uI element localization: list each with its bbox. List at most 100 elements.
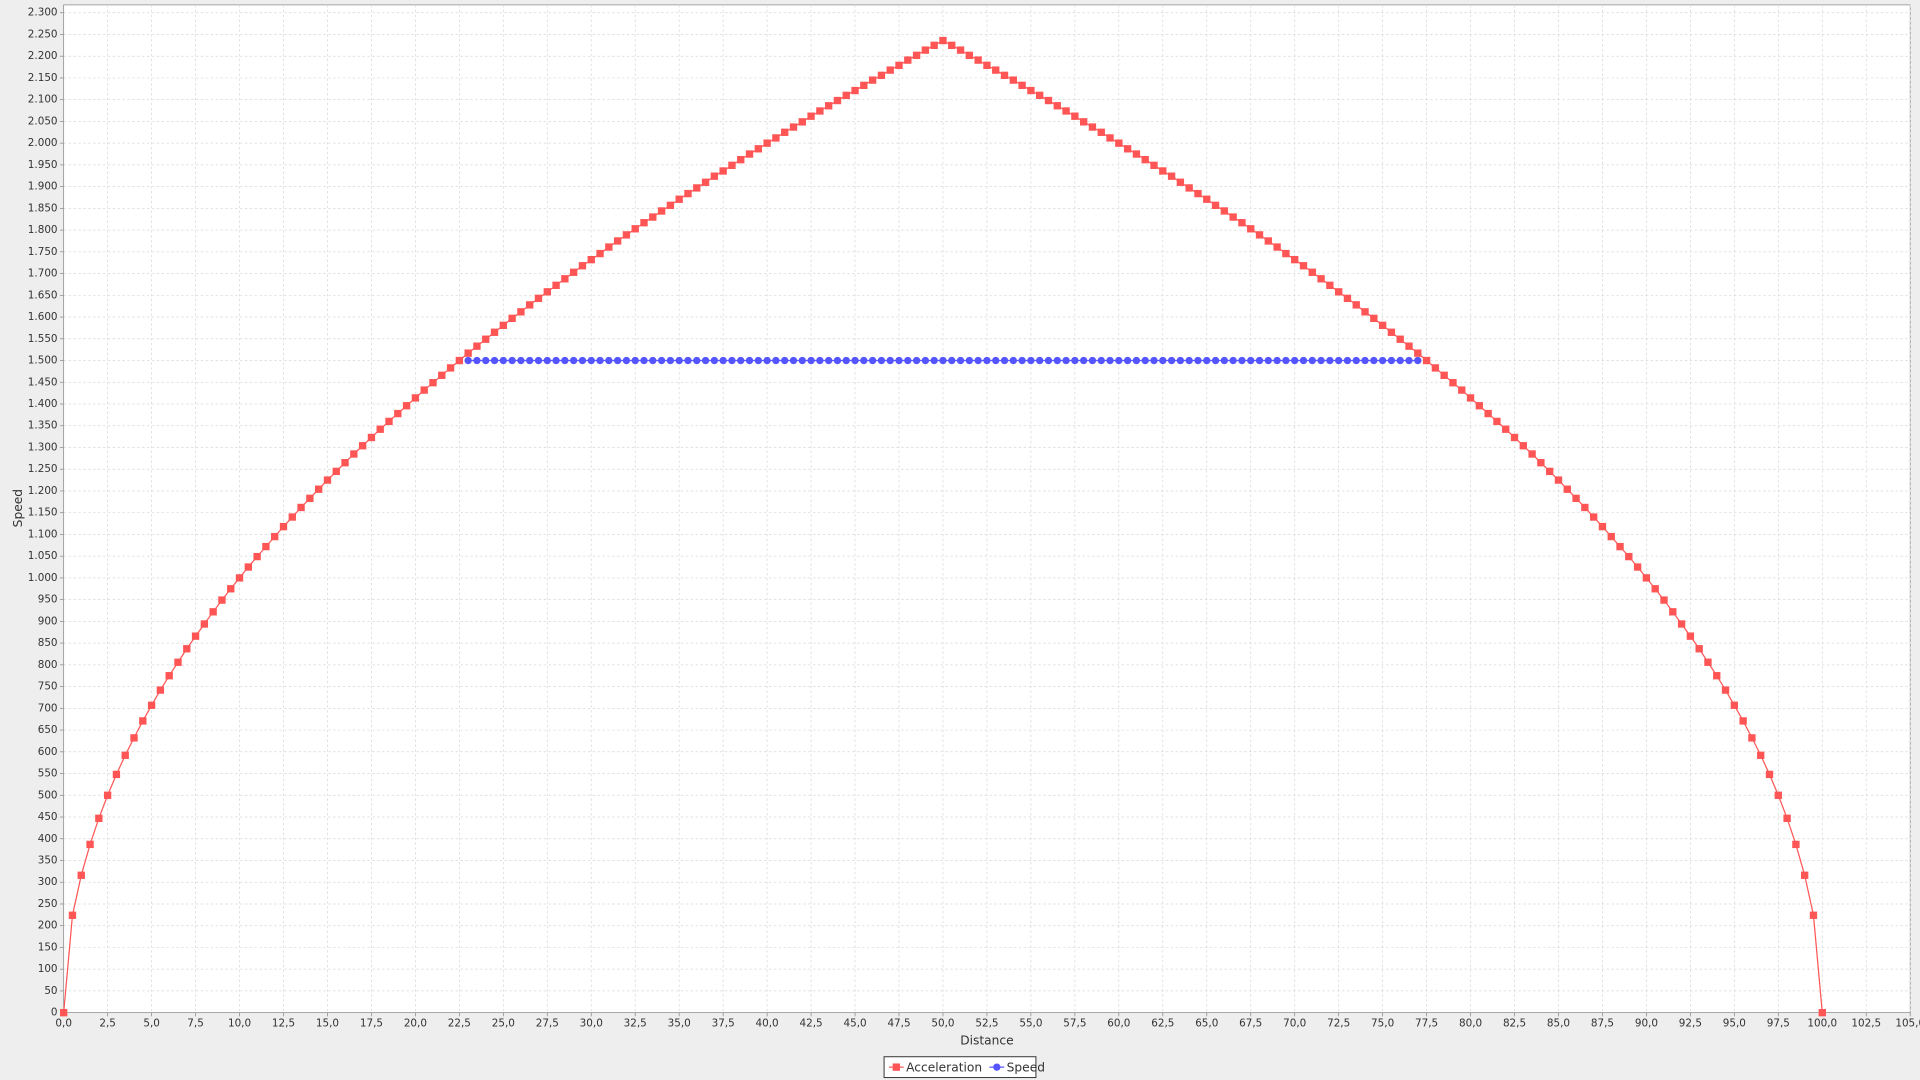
point: [842, 356, 850, 365]
point: [332, 467, 340, 476]
point: [1264, 237, 1272, 245]
point: [1229, 213, 1237, 221]
point: [1036, 356, 1044, 365]
point: [921, 356, 930, 365]
point: [569, 356, 578, 365]
x-tick-label: 97,5: [1767, 1018, 1790, 1030]
point: [1730, 701, 1739, 709]
point: [737, 356, 745, 365]
point: [1282, 249, 1290, 258]
point: [605, 356, 613, 365]
point: [1141, 155, 1149, 164]
point: [517, 308, 525, 316]
y-tick-label: 1.750: [28, 246, 58, 258]
x-tick-label: 0,0: [55, 1018, 72, 1030]
y-tick-label: 0: [51, 1007, 58, 1019]
point: [886, 356, 894, 365]
point: [183, 645, 191, 653]
point: [1097, 356, 1105, 365]
legend-marker: [892, 1063, 900, 1071]
point: [103, 791, 112, 799]
point: [77, 871, 85, 879]
y-tick-label: 850: [38, 637, 58, 649]
point: [824, 356, 833, 365]
point: [745, 150, 754, 158]
point: [68, 911, 77, 919]
point: [754, 356, 762, 365]
y-tick-label: 1.500: [28, 355, 58, 367]
point: [297, 503, 305, 512]
point: [438, 371, 446, 379]
point: [499, 356, 507, 365]
point: [983, 61, 991, 70]
point: [807, 112, 815, 120]
y-tick-label: 450: [38, 811, 58, 823]
point: [613, 356, 622, 365]
point: [1018, 81, 1026, 90]
point: [1616, 542, 1624, 551]
point: [1704, 658, 1712, 666]
point: [1159, 356, 1167, 365]
x-tick-label: 52,5: [975, 1018, 998, 1030]
point: [1484, 409, 1492, 418]
point: [781, 356, 789, 365]
x-tick-label: 85,0: [1547, 1018, 1570, 1030]
point: [1264, 356, 1272, 365]
point: [666, 356, 675, 365]
y-tick-label: 700: [38, 702, 58, 714]
point: [1739, 717, 1747, 725]
point: [930, 356, 938, 365]
point: [1009, 76, 1017, 84]
point: [534, 294, 543, 303]
point: [1686, 632, 1695, 640]
point: [781, 128, 789, 136]
point: [666, 201, 675, 209]
point: [939, 36, 947, 45]
point: [992, 66, 1000, 74]
y-tick-label: 1.050: [28, 550, 58, 562]
y-tick-label: 100: [38, 963, 58, 975]
point: [139, 717, 147, 725]
point: [288, 513, 296, 521]
point: [886, 66, 894, 74]
point: [130, 734, 138, 742]
x-tick-label: 22,5: [448, 1018, 471, 1030]
point: [482, 356, 490, 365]
point: [605, 243, 613, 251]
point: [1255, 356, 1264, 365]
point: [745, 356, 754, 365]
plot-area: [63, 4, 1911, 1014]
point: [1378, 356, 1387, 365]
point: [526, 301, 534, 309]
point: [1167, 172, 1176, 180]
y-tick-label: 500: [38, 789, 58, 801]
point: [534, 356, 543, 365]
point: [165, 672, 173, 680]
point: [1255, 231, 1264, 239]
point: [1176, 356, 1185, 365]
x-tick-label: 25,0: [492, 1018, 515, 1030]
point: [271, 532, 279, 541]
point: [552, 356, 560, 365]
y-tick-label: 250: [38, 898, 58, 910]
y-tick-label: 150: [38, 941, 58, 953]
point: [473, 356, 481, 365]
point: [323, 476, 332, 484]
point: [807, 356, 815, 365]
point: [1493, 417, 1501, 426]
x-tick-label: 72,5: [1327, 1018, 1350, 1030]
point: [341, 459, 349, 467]
point: [569, 268, 578, 276]
point: [367, 433, 376, 442]
point: [1792, 840, 1800, 849]
point: [684, 356, 692, 365]
point: [974, 56, 982, 64]
point: [385, 417, 393, 426]
y-tick-label: 600: [38, 746, 58, 758]
legend-items: Acceleration Speed: [888, 1060, 1045, 1074]
point: [921, 46, 930, 54]
point: [1343, 356, 1352, 365]
point: [912, 51, 921, 60]
point: [358, 442, 367, 450]
